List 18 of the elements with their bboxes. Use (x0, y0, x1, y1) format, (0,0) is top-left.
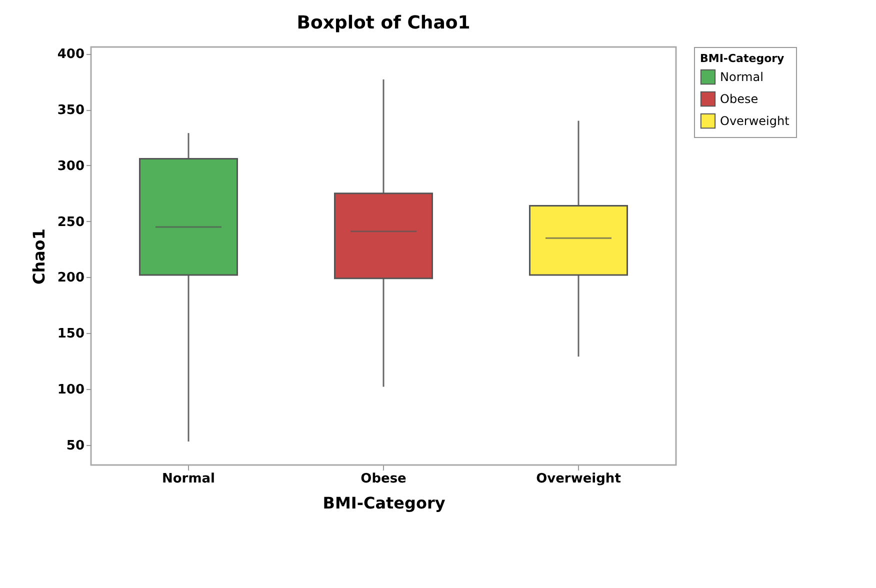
y-axis-title: Chao1 (29, 228, 48, 285)
x-tick-label: Normal (162, 472, 215, 486)
y-tick-label: 150 (57, 326, 84, 342)
y-tick-label: 350 (57, 103, 84, 118)
y-tick-label: 100 (57, 382, 84, 398)
legend-title: BMI-Category (700, 52, 784, 65)
x-axis-title: BMI-Category (322, 494, 446, 512)
chart-title: Boxplot of Chao1 (296, 12, 470, 34)
y-tick-label: 300 (57, 158, 84, 174)
y-tick-label: 50 (66, 438, 84, 454)
legend-label: Obese (720, 92, 758, 106)
x-tick-label: Obese (360, 472, 407, 486)
y-tick-label: 200 (57, 270, 84, 286)
legend-label: Normal (720, 70, 764, 84)
legend-label: Overweight (720, 114, 790, 128)
y-tick-label: 250 (57, 214, 84, 230)
y-tick-label: 400 (57, 47, 84, 62)
x-tick-label: Overweight (536, 472, 621, 486)
